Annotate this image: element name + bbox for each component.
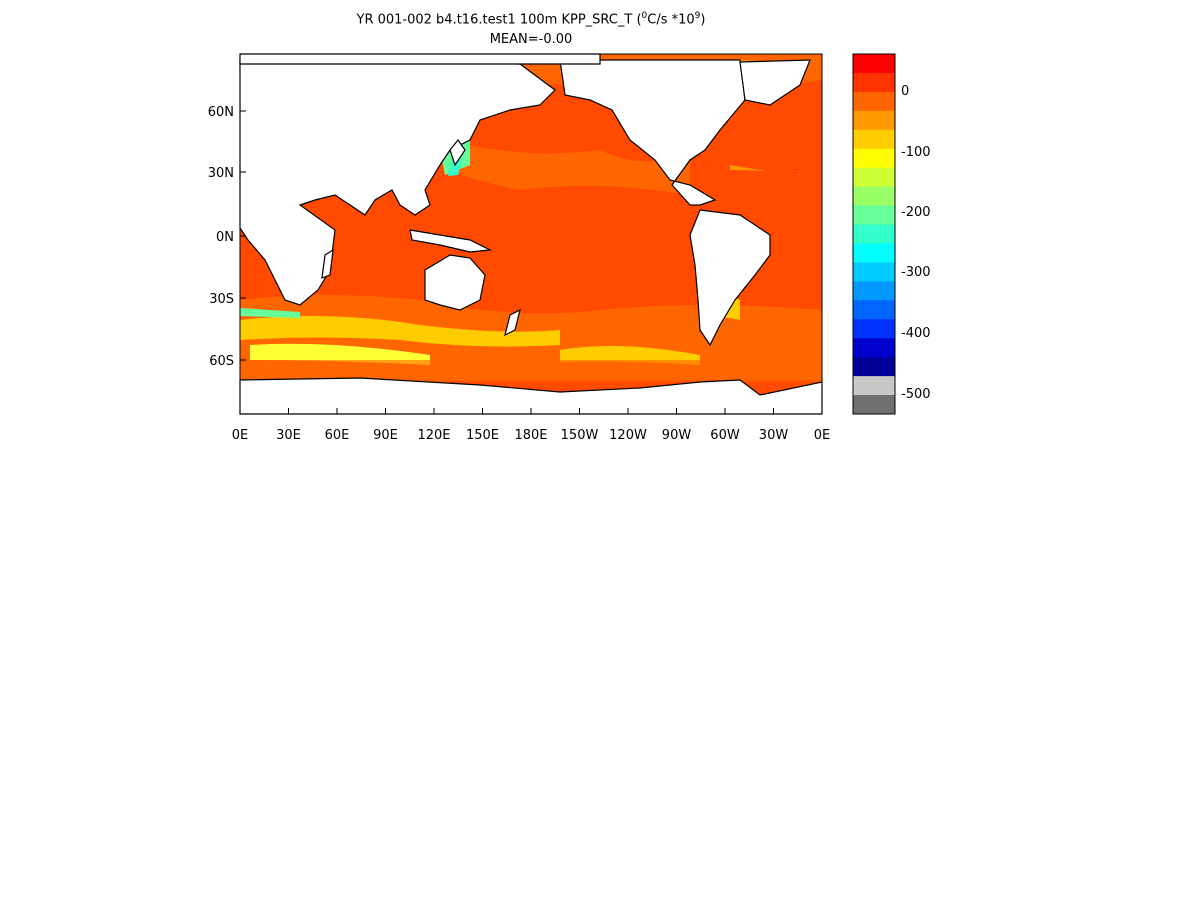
lon-tick-label: 30W <box>759 428 789 443</box>
title-main: YR 001-002 b4.t16.test1 100m KPP_SRC_T ( <box>356 12 642 28</box>
lon-tick-label: 180E <box>514 428 547 443</box>
colorbar-swatch <box>853 54 895 74</box>
lon-tick-label: 60W <box>710 428 740 443</box>
lat-tick-label: 60N <box>208 105 234 120</box>
chart-title: YR 001-002 b4.t16.test1 100m KPP_SRC_T (… <box>240 6 822 30</box>
colorbar-tick-label: -300 <box>901 265 931 280</box>
colorbar-swatch <box>853 319 895 339</box>
land-masses <box>239 53 823 415</box>
lon-tick-label: 60E <box>325 428 350 443</box>
lat-tick-label: 60S <box>209 354 234 369</box>
colorbar-border <box>852 53 896 415</box>
eurasia-africa <box>239 59 556 306</box>
chart-title-block: YR 001-002 b4.t16.test1 100m KPP_SRC_T (… <box>240 6 822 50</box>
colorbar-swatch <box>853 91 895 112</box>
indonesia-islands <box>409 229 493 253</box>
australia <box>424 254 486 311</box>
greenland <box>739 59 811 106</box>
colorbar-tick-label: -100 <box>901 145 931 160</box>
colorbar-swatch <box>853 376 895 396</box>
colorbar-labels: 0 -100 -200 -300 -400 -500 <box>901 84 931 402</box>
colorbar-tick-label: 0 <box>901 84 909 99</box>
colorbar-swatch <box>853 129 895 150</box>
lon-tick-label: 0E <box>814 428 831 443</box>
mean-subtitle: MEAN=-0.00 <box>489 32 573 48</box>
colorbar-tick-label: -400 <box>901 326 931 341</box>
new-zealand <box>504 308 521 337</box>
colorbar-swatch <box>853 281 895 301</box>
title-units: C/s *10 <box>647 12 695 28</box>
colorbar-swatch <box>853 243 895 263</box>
longitude-axis: 0E 30E 60E 90E 120E 150E 180E 150W 120W 90W 60W 30W… <box>232 408 831 443</box>
lon-tick-label: 120W <box>609 428 647 443</box>
colorbar-swatch <box>853 262 895 282</box>
colorbar-swatch <box>853 167 895 188</box>
power-superscript: 9 <box>694 11 701 21</box>
colorbar-swatch <box>853 186 895 207</box>
arctic-land <box>239 53 601 65</box>
colorbar <box>852 53 896 415</box>
degree-superscript: 0 <box>641 11 648 21</box>
south-america <box>689 209 771 347</box>
lon-tick-label: 150W <box>561 428 599 443</box>
lat-tick-label: 30S <box>209 292 234 307</box>
lon-tick-label: 0E <box>232 428 249 443</box>
lon-tick-label: 90W <box>662 428 692 443</box>
colorbar-tick-label: -500 <box>901 387 931 402</box>
lon-tick-label: 90E <box>373 428 398 443</box>
madagascar <box>321 248 334 279</box>
lat-tick-label: 30N <box>208 166 234 181</box>
lon-tick-label: 150E <box>466 428 499 443</box>
colorbar-swatch <box>853 205 895 226</box>
lat-tick-label: 0N <box>216 230 234 245</box>
colorbar-swatch <box>853 338 895 358</box>
colorbar-swatch <box>853 148 895 169</box>
colorbar-tick-label: -200 <box>901 205 931 220</box>
title-close: ) <box>700 12 706 28</box>
europe-west <box>710 80 822 175</box>
colorbar-swatch <box>853 224 895 244</box>
colorbar-swatch <box>853 395 895 415</box>
colorbar-swatch <box>853 110 895 131</box>
latitude-axis: 60N 30N 0N 30S 60S <box>208 105 246 369</box>
lon-tick-label: 30E <box>276 428 301 443</box>
colorbar-swatch <box>853 72 895 93</box>
north-america <box>559 59 746 206</box>
colorbar-swatch <box>853 300 895 320</box>
japan <box>449 138 466 167</box>
colorbar-swatch <box>853 357 895 377</box>
lon-tick-label: 120E <box>417 428 450 443</box>
